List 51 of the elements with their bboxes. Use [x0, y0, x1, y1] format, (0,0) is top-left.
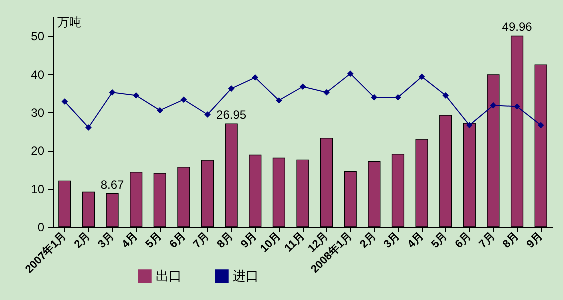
point [371, 94, 378, 101]
point [180, 96, 188, 104]
x-tick-label: 8月 [215, 230, 236, 251]
x-tick-label: 3月 [96, 230, 117, 251]
x-tick-label: 7月 [191, 230, 212, 251]
point [538, 122, 544, 129]
point [204, 112, 211, 118]
point [300, 84, 306, 90]
point [490, 102, 497, 109]
data-label: 49.96 [502, 20, 533, 34]
point [156, 107, 164, 114]
data-label: 8.67 [100, 178, 125, 192]
legend-label: 出口 [156, 268, 182, 284]
x-tick-label: 4月 [120, 230, 141, 251]
point [276, 97, 282, 104]
x-tick-label: 10月 [258, 230, 284, 256]
y-tick-label: 10 [31, 182, 45, 196]
x-tick-label: 7月 [477, 230, 498, 251]
x-tick-label: 4月 [406, 230, 426, 251]
point [395, 94, 402, 101]
data-label: 26.95 [216, 108, 247, 122]
x-tick-label: 9月 [524, 230, 546, 251]
point [466, 122, 473, 129]
point [228, 86, 235, 92]
legend-label: 进口 [233, 268, 259, 284]
x-tick-label: 5月 [144, 230, 164, 251]
point [442, 92, 450, 99]
point [418, 74, 426, 80]
y-tick-label: 50 [31, 30, 45, 44]
x-tick-label: 2月 [72, 230, 93, 251]
x-tick-label: 9月 [239, 230, 260, 251]
point [86, 124, 92, 131]
x-tick-label: 8月 [500, 230, 522, 251]
y-axis-title: 万吨 [58, 16, 82, 30]
point [514, 104, 520, 110]
y-tick-label: 20 [31, 144, 45, 158]
point [252, 74, 259, 81]
point [62, 98, 68, 105]
point [109, 89, 116, 96]
y-tick-label: 40 [31, 68, 45, 82]
x-tick-label: 5月 [430, 230, 450, 251]
point [347, 70, 354, 78]
x-tick-label: 11月 [282, 230, 308, 255]
x-tick-label: 2月 [358, 230, 379, 251]
point [324, 89, 330, 96]
point [133, 92, 140, 99]
x-tick-label: 6月 [168, 230, 188, 251]
y-tick-label: 30 [31, 106, 45, 120]
x-tick-label: 6月 [453, 230, 474, 251]
y-tick-label: 0 [38, 220, 45, 234]
x-tick-label: 3月 [382, 230, 402, 251]
